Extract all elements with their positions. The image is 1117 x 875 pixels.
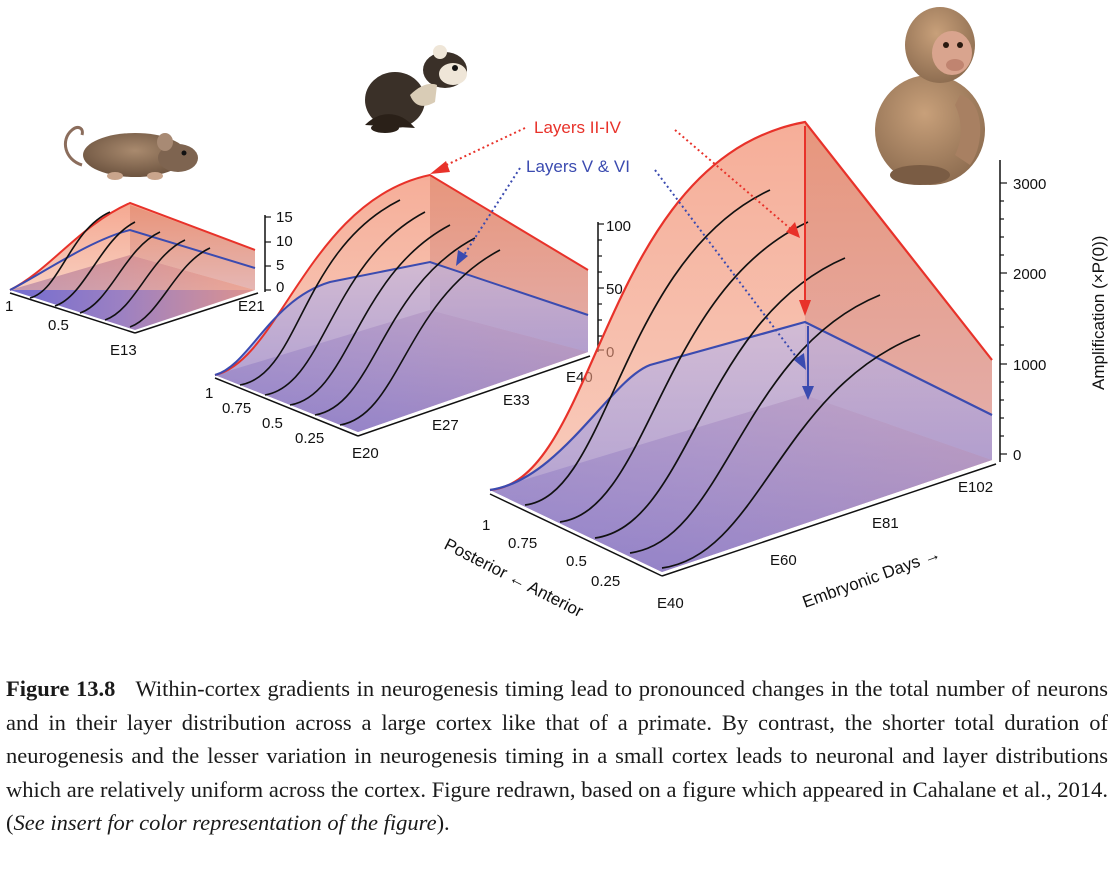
- rat-position-tick-05: 0.5: [48, 317, 69, 334]
- layers-ii-iv-label: Layers II-IV: [534, 118, 622, 137]
- macaque-lower-edge: [489, 320, 993, 492]
- ferret-day-axis: [357, 355, 591, 437]
- embryonic-days-axis-label: Embryonic Days →: [800, 544, 943, 612]
- macaque-position-tick-1: 1: [482, 517, 490, 534]
- ferret-slices: [239, 199, 501, 426]
- macaque-day-axis: [661, 463, 997, 577]
- rat-z-tick-15: 15: [276, 209, 293, 226]
- layers-ii-iv-arrow-macaque: [674, 129, 793, 231]
- ferret-position-tick-075: 0.75: [222, 400, 251, 417]
- rat-slices: [29, 211, 211, 328]
- ferret-day-tick-E20: E20: [352, 445, 379, 462]
- macaque-z-axis-label: Amplification (×P(0)): [1089, 236, 1108, 390]
- caption-end: ).: [436, 810, 450, 835]
- ferret-position-tick-1: 1: [205, 385, 213, 402]
- macaque-z-tick-0: 0: [1013, 447, 1021, 464]
- macaque-lower-drop-arrowhead: [802, 386, 814, 400]
- layers-ii-iv-arrow-ferret: [439, 127, 526, 169]
- macaque-icon: [875, 7, 985, 185]
- ferret-z-tick-100: 100: [606, 218, 631, 235]
- macaque-z-tick-3000: 3000: [1013, 176, 1046, 193]
- ferret-upper-edge: [214, 173, 589, 376]
- figure-13-8-illustration: 15 10 5 0 1 0.5 E13 E21 100 50: [5, 7, 1108, 621]
- macaque-panel: 3000 2000 1000 0 Amplification (×P(0)) 1…: [441, 120, 1108, 621]
- caption-italic-note: See insert for color representation of t…: [13, 810, 437, 835]
- rat-z-tick-0: 0: [276, 279, 284, 296]
- rat-z-tick-5: 5: [276, 257, 284, 274]
- rat-lower-edge: [9, 228, 256, 291]
- rat-upper-surface: [10, 203, 255, 290]
- ferret-icon: [365, 45, 467, 133]
- layers-v-vi-arrowhead-ferret: [456, 250, 468, 266]
- ferret-lower-edge: [214, 260, 589, 376]
- ferret-panel: 100 50 0 1 0.75 0.5 0.25 E20 E27 E33 E40: [205, 173, 631, 462]
- macaque-z-tick-1000: 1000: [1013, 357, 1046, 374]
- macaque-upper-drop-arrowhead: [799, 300, 811, 316]
- macaque-day-tick-E60: E60: [770, 552, 797, 569]
- layer-annotations: Layers II-IV Layers V & VI: [430, 118, 806, 370]
- rat-icon: [63, 126, 198, 180]
- macaque-day-tick-E40: E40: [657, 595, 684, 612]
- caption-text: Within-cortex gradients in neurogenesis …: [6, 676, 1109, 835]
- layers-v-vi-arrow-macaque: [654, 169, 801, 363]
- macaque-day-tick-E102: E102: [958, 479, 993, 496]
- rat-position-tick-1: 1: [5, 298, 13, 315]
- layers-ii-iv-arrowhead-macaque: [786, 222, 800, 238]
- macaque-z-tick-2000: 2000: [1013, 266, 1046, 283]
- ferret-day-tick-E27: E27: [432, 417, 459, 434]
- ferret-lower-surface: [215, 262, 588, 432]
- macaque-position-tick-05: 0.5: [566, 553, 587, 570]
- rat-day-tick-E21: E21: [238, 298, 265, 315]
- ferret-day-tick-E33: E33: [503, 392, 530, 409]
- rat-z-tick-10: 10: [276, 233, 293, 250]
- layers-v-vi-label: Layers V & VI: [526, 157, 630, 176]
- rat-day-tick-E13: E13: [110, 342, 137, 359]
- macaque-lower-surface: [490, 322, 992, 572]
- figure-label: Figure 13.8: [6, 676, 116, 701]
- rat-day-axis: [134, 292, 259, 334]
- rat-position-axis: [9, 292, 136, 334]
- macaque-slices: [524, 189, 921, 569]
- macaque-position-tick-075: 0.75: [508, 535, 537, 552]
- rat-panel: 15 10 5 0 1 0.5 E13 E21: [5, 201, 293, 359]
- figure-caption: Figure 13.8 Within-cortex gradients in n…: [6, 672, 1108, 840]
- layers-v-vi-arrowhead-macaque: [794, 353, 806, 370]
- macaque-position-tick-025: 0.25: [591, 573, 620, 590]
- ferret-position-tick-025: 0.25: [295, 430, 324, 447]
- macaque-day-tick-E81: E81: [872, 515, 899, 532]
- layers-ii-iv-arrowhead-ferret: [430, 161, 450, 174]
- macaque-upper-edge: [489, 120, 993, 492]
- macaque-position-axis: [489, 493, 663, 577]
- ferret-position-tick-05: 0.5: [262, 415, 283, 432]
- ferret-position-axis: [214, 377, 359, 437]
- ferret-z-tick-50: 50: [606, 281, 623, 298]
